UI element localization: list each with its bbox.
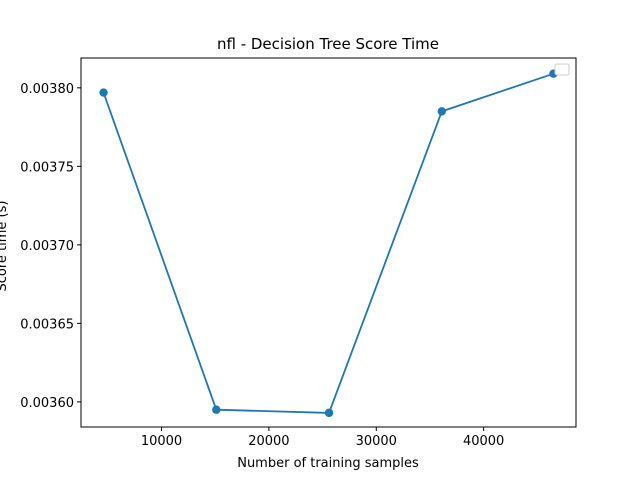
y-axis-label: Score time (s) — [0, 201, 10, 292]
x-tick-label: 10000 — [141, 434, 182, 449]
chart-title: nfl - Decision Tree Score Time — [217, 35, 439, 53]
y-axis: 0.00360 0.00365 0.00370 0.00375 0.00380 — [20, 82, 81, 411]
x-axis: 10000 20000 30000 40000 — [141, 427, 504, 449]
x-tick-label: 40000 — [463, 434, 504, 449]
plot-frame — [80, 57, 577, 428]
series-layer — [99, 69, 558, 418]
data-point — [99, 88, 108, 97]
legend-box — [554, 63, 570, 76]
x-tick-label: 20000 — [248, 434, 289, 449]
x-axis-label: Number of training samples — [237, 456, 419, 471]
data-point — [437, 107, 446, 116]
y-tick-label: 0.00380 — [20, 82, 74, 97]
x-tick-label: 30000 — [356, 434, 397, 449]
y-tick-label: 0.00375 — [20, 160, 74, 175]
y-tick-label: 0.00370 — [20, 239, 74, 254]
y-tick-label: 0.00360 — [20, 396, 74, 411]
data-point — [212, 405, 221, 414]
plot-area — [80, 57, 577, 428]
data-point — [324, 408, 334, 418]
y-tick-label: 0.00365 — [20, 317, 74, 332]
